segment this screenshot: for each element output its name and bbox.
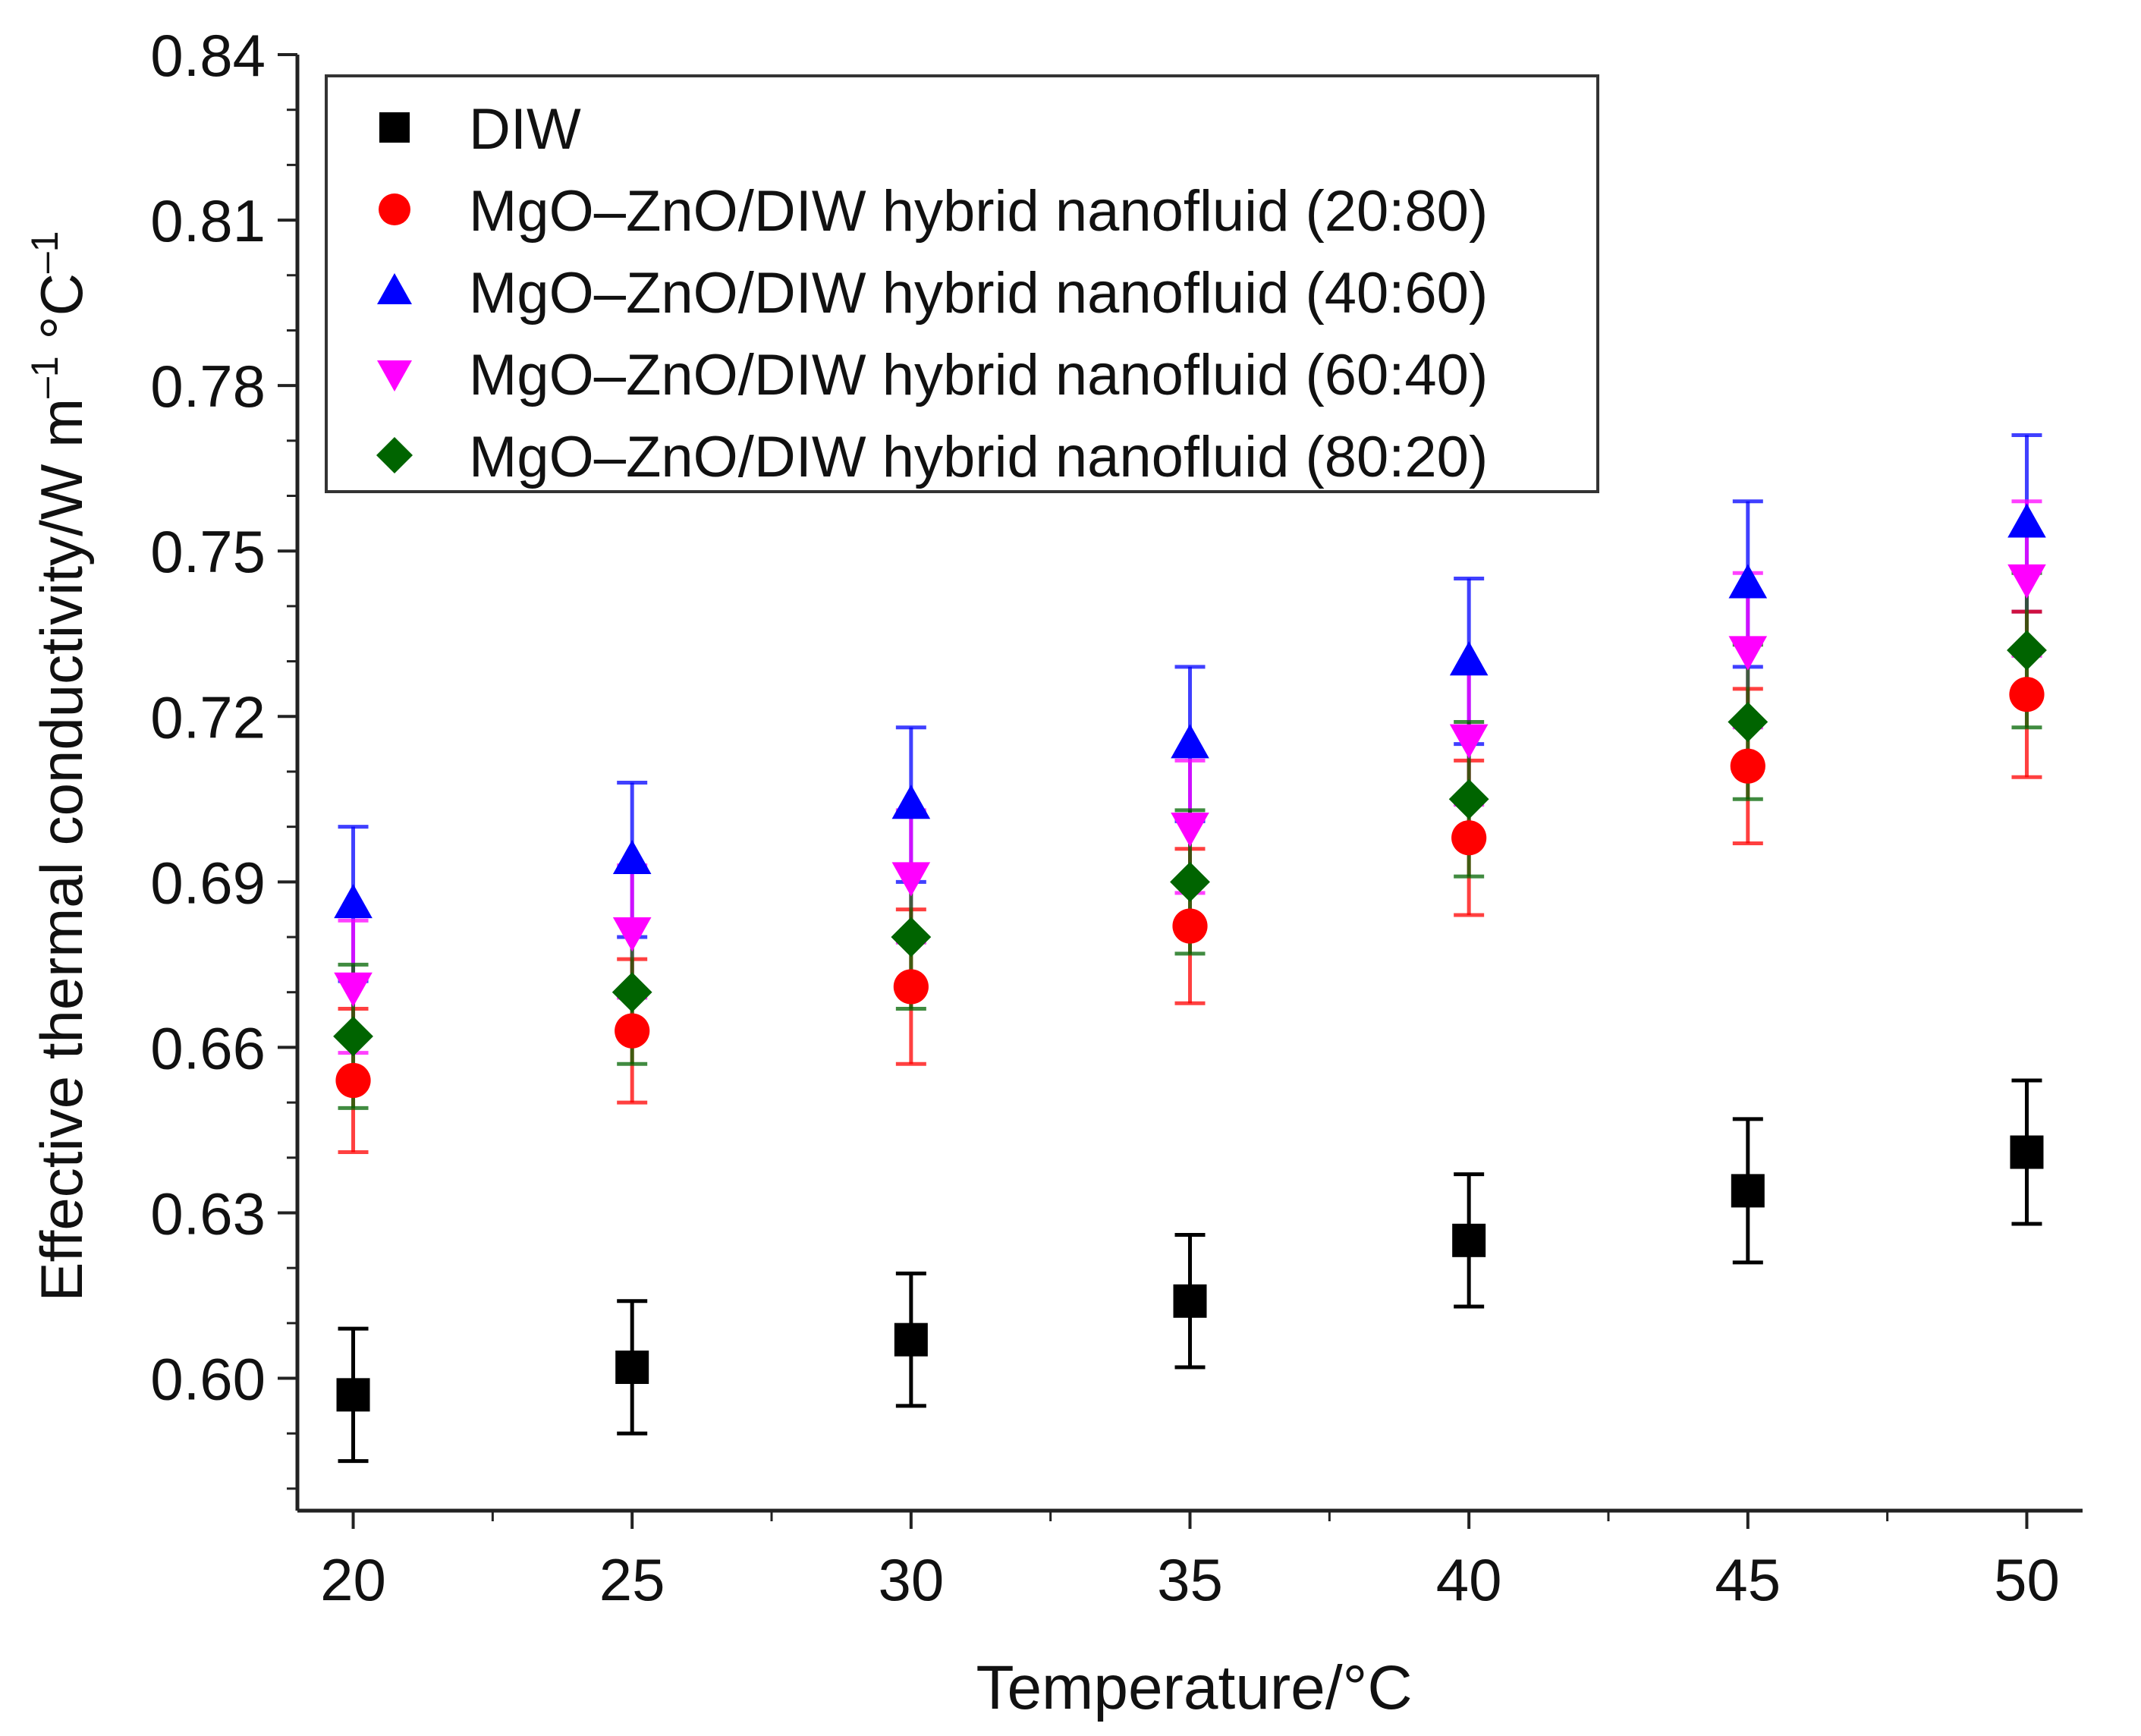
data-markers-layer (333, 503, 2047, 1412)
data-point (612, 917, 652, 952)
x-axis-label: Temperature/°C (976, 1653, 1412, 1722)
data-point (611, 972, 652, 1013)
data-point (612, 839, 652, 874)
legend-box (325, 74, 1599, 493)
x-ticks: 20 25 30 35 40 45 50 (320, 1511, 2060, 1613)
data-point (893, 969, 929, 1005)
legend-label: MgO–ZnO/DIW hybrid nanofluid (60:40) (469, 343, 1488, 407)
y-tick-label: 0.63 (150, 1180, 266, 1247)
data-point (1452, 1223, 1486, 1257)
data-point (1173, 1284, 1207, 1318)
x-tick-label: 50 (1994, 1546, 2060, 1613)
data-point (1170, 861, 1210, 902)
y-tick-label: 0.66 (150, 1014, 266, 1081)
data-point (333, 1016, 373, 1057)
legend-marker (376, 437, 413, 473)
data-point (2007, 630, 2047, 671)
x-tick-label: 20 (320, 1546, 386, 1613)
data-point (1172, 908, 1208, 944)
data-point (1449, 724, 1489, 759)
data-point (615, 1351, 649, 1385)
data-point (1171, 812, 1209, 848)
legend-marker (379, 112, 410, 143)
data-point (2007, 503, 2046, 538)
legend-label: MgO–ZnO/DIW hybrid nanofluid (40:60) (469, 261, 1488, 326)
data-point (1171, 724, 1209, 759)
data-point (336, 1378, 370, 1412)
x-tick-label: 25 (599, 1546, 665, 1613)
data-point (2007, 564, 2046, 599)
data-point (1449, 641, 1489, 676)
y-axis-label-exp2: –1 (24, 231, 66, 273)
legend: DIW MgO–ZnO/DIW hybrid nanofluid (20:80) M… (325, 74, 1599, 493)
data-point (615, 1013, 650, 1049)
data-point (891, 785, 931, 819)
data-point (891, 862, 931, 897)
data-point (1448, 778, 1489, 819)
data-point (1728, 564, 1768, 599)
legend-marker (379, 193, 410, 225)
x-tick-label: 30 (878, 1546, 944, 1613)
data-point (1728, 702, 1768, 742)
y-tick-label: 0.81 (150, 187, 266, 254)
y-tick-label: 0.69 (150, 849, 266, 916)
data-point (1731, 1174, 1765, 1208)
data-point (334, 972, 373, 1007)
y-tick-label: 0.60 (150, 1346, 266, 1413)
legend-label: DIW (469, 97, 581, 162)
data-point (1451, 820, 1487, 856)
y-axis-label-main: Effective thermal conductivity/W m (28, 398, 95, 1302)
y-tick-label: 0.84 (150, 22, 266, 89)
data-point (2010, 1135, 2044, 1169)
y-tick-label: 0.78 (150, 353, 266, 420)
legend-label: MgO–ZnO/DIW hybrid nanofluid (20:80) (469, 179, 1488, 244)
data-point (334, 884, 373, 919)
y-axis-label-exp1: –1 (24, 356, 66, 398)
data-point (1728, 636, 1768, 671)
y-tick-label: 0.75 (150, 518, 266, 585)
data-point (894, 1322, 928, 1357)
data-point (1730, 748, 1765, 784)
x-tick-label: 35 (1157, 1546, 1223, 1613)
data-point (2009, 677, 2045, 712)
x-tick-label: 45 (1715, 1546, 1781, 1613)
legend-marker (377, 360, 412, 392)
y-axis-label-unit: °C (28, 273, 95, 356)
y-axis-label: Effective thermal conductivity/W m–1 °C–… (24, 231, 95, 1301)
y-ticks: 0.60 0.63 0.66 0.69 0.72 0.75 0.78 0.81 0.84 (150, 22, 297, 1490)
legend-marker (377, 273, 412, 304)
data-point (335, 1062, 371, 1099)
y-tick-label: 0.72 (150, 684, 266, 750)
data-point (891, 917, 932, 958)
legend-label: MgO–ZnO/DIW hybrid nanofluid (80:20) (469, 425, 1488, 489)
x-tick-label: 40 (1436, 1546, 1502, 1613)
